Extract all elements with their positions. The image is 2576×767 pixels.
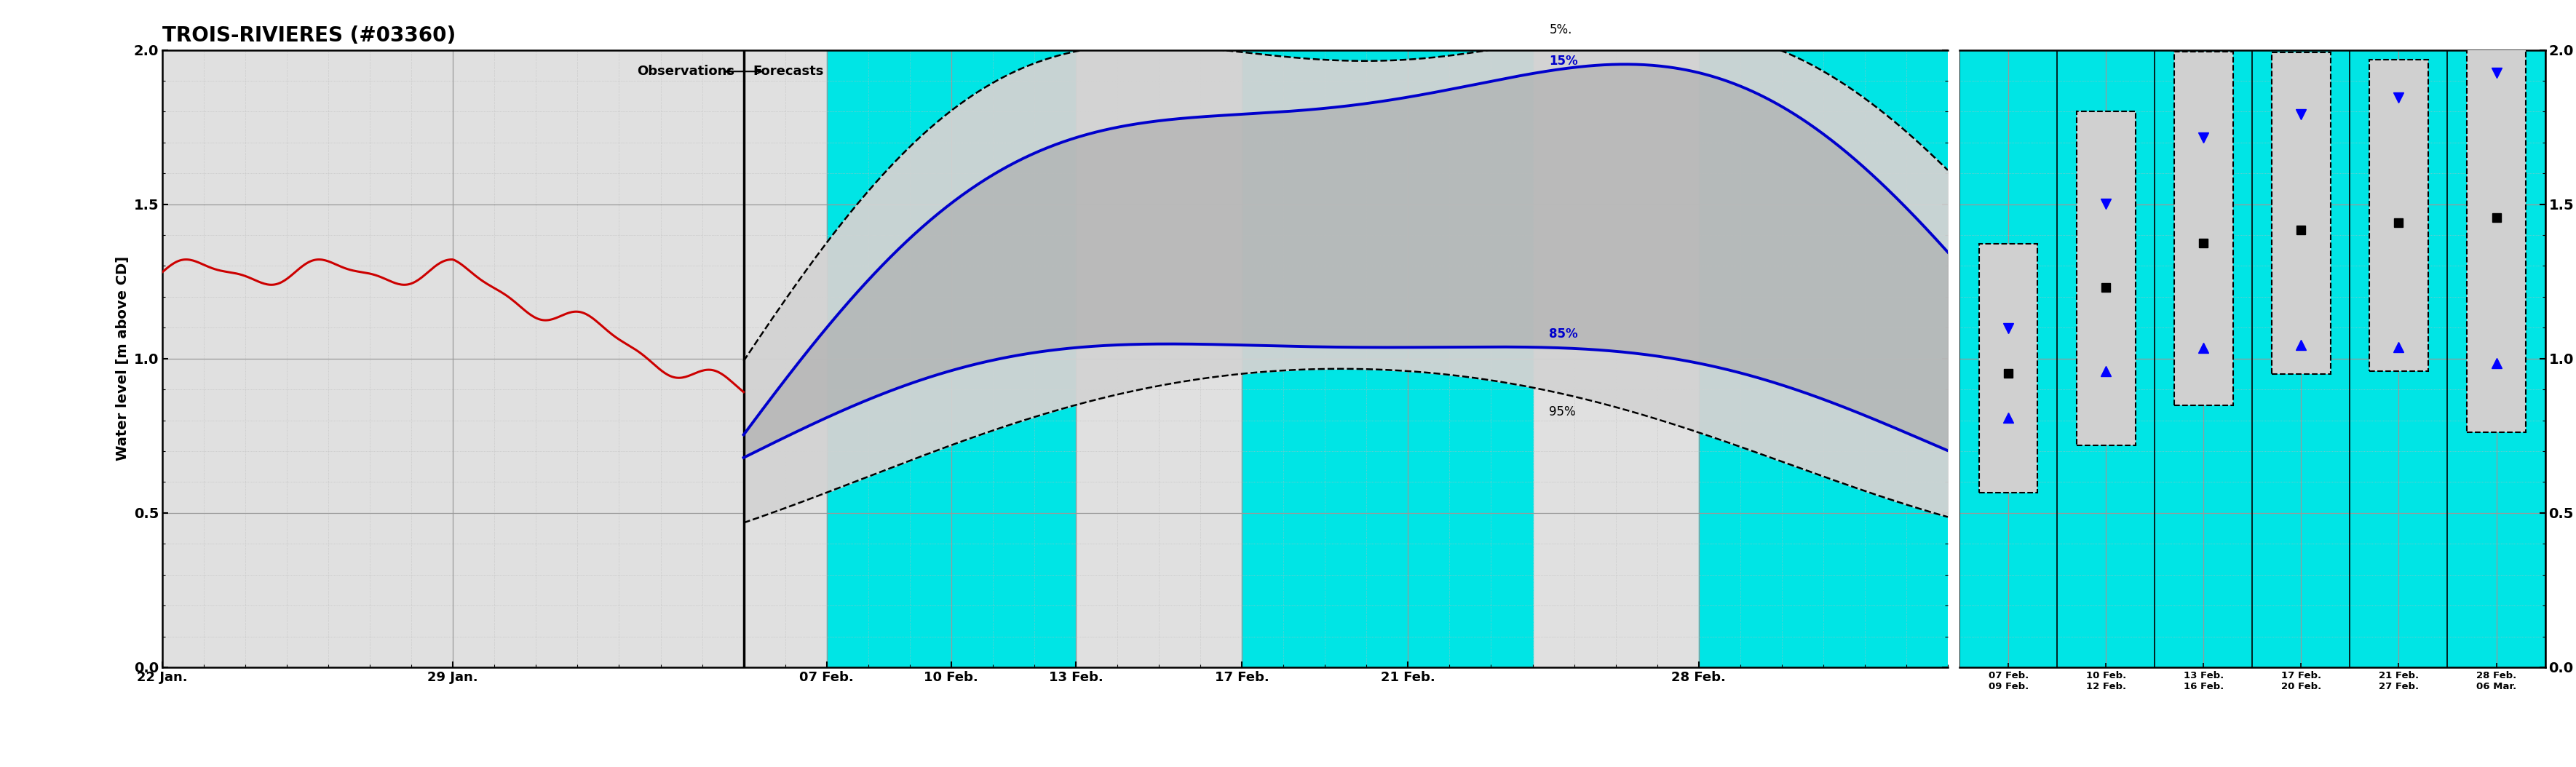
Text: 15%: 15%	[1548, 54, 1579, 67]
Text: Observations: Observations	[636, 65, 734, 78]
Bar	[2468, 30, 2524, 433]
Bar	[1242, 50, 1533, 667]
Text: 85%: 85%	[1548, 328, 1579, 341]
Text: 95%: 95%	[1548, 405, 1577, 418]
Bar	[2076, 111, 2136, 446]
Bar	[1978, 243, 2038, 492]
Y-axis label: Water level [m above CD]: Water level [m above CD]	[116, 256, 129, 461]
Bar	[1960, 50, 2545, 667]
Text: TROIS-RIVIERES (#03360): TROIS-RIVIERES (#03360)	[162, 26, 456, 46]
Bar	[2272, 52, 2331, 374]
Text: Forecasts: Forecasts	[752, 65, 824, 78]
Bar	[2370, 60, 2429, 371]
Bar	[827, 50, 1077, 667]
Bar	[2174, 51, 2233, 405]
Bar	[1698, 50, 1947, 667]
Text: 5%.: 5%.	[1548, 23, 1571, 37]
